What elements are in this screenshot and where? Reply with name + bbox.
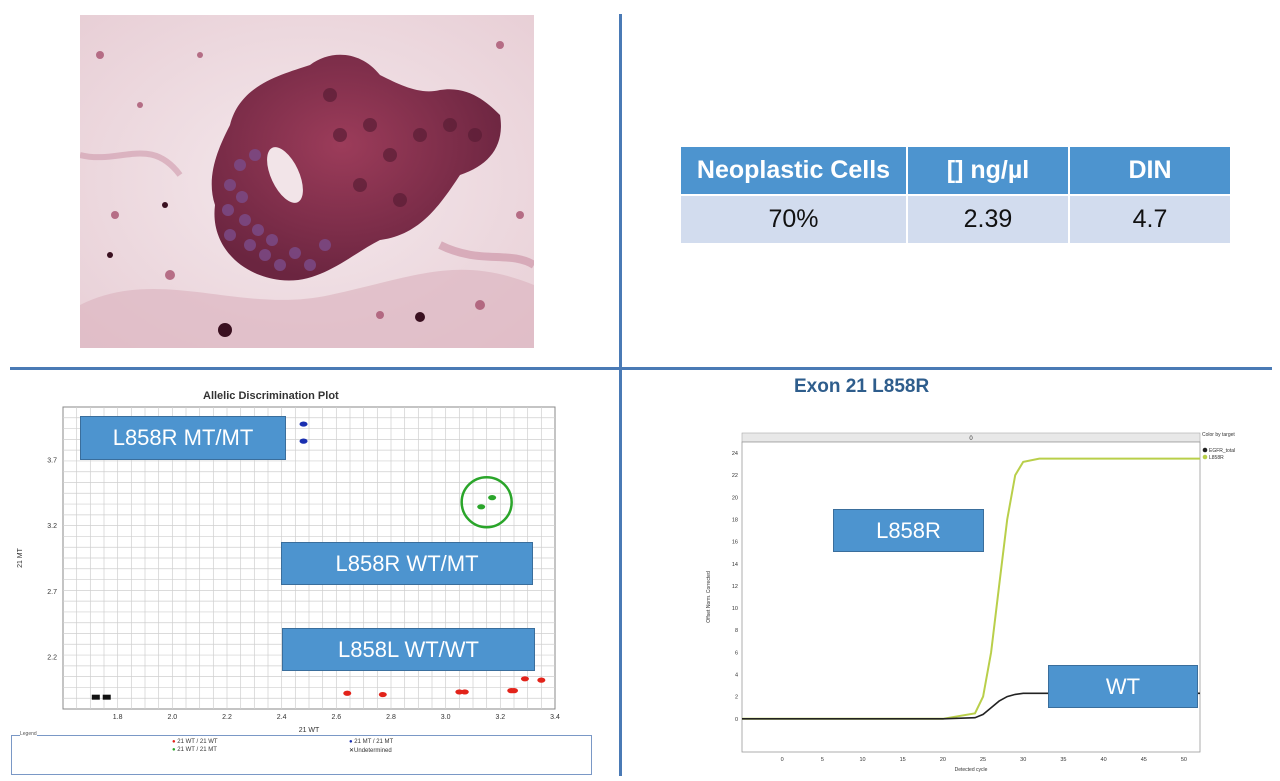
y-tick-label: 12 [732, 584, 738, 590]
x-tick-label: 20 [940, 757, 946, 763]
y-tick-label: 2.7 [47, 589, 57, 596]
x-tick-label: 2.6 [331, 714, 341, 721]
legend-dot-icon [1202, 454, 1208, 460]
y-tick-label: 22 [732, 473, 738, 479]
x-axis-label: 21 WT [299, 727, 320, 734]
x-tick-label: 25 [980, 757, 986, 763]
x-tick-label: 5 [821, 757, 824, 763]
x-tick-label: 2.2 [222, 714, 232, 721]
legend-item-mt-mt: ● 21 MT / 21 MT [349, 739, 394, 745]
x-tick-label: 2.8 [386, 714, 396, 721]
data-point [455, 689, 464, 695]
table-row: 70% 2.39 4.7 [681, 194, 1230, 243]
amplification-plot: 00 5 10 15 20 25 30 35 40 45 500246810121416182022… [706, 432, 1235, 773]
x-tick-label: 45 [1141, 757, 1147, 763]
x-tick-label: 3.4 [550, 714, 560, 721]
callout-wt-wt: L858L WT/WT [282, 628, 535, 671]
plot-header-label: 0 [969, 436, 973, 442]
legend-dot-icon: ● [172, 739, 176, 745]
series-line-egfr-total [742, 692, 1200, 720]
y-tick-label: 3.2 [47, 523, 57, 530]
vertical-divider [619, 14, 622, 776]
data-point [510, 688, 518, 694]
y-tick-label: 14 [732, 562, 738, 568]
x-tick-label: 35 [1060, 757, 1066, 763]
y-tick-label: 10 [732, 606, 738, 612]
legend-label: L858R [1209, 455, 1224, 461]
data-point [537, 677, 546, 683]
y-tick-label: 2.2 [47, 654, 57, 661]
header-concentration: [] ng/µl [907, 147, 1070, 195]
amp-plot-title: Exon 21 L858R [794, 376, 930, 397]
data-point [299, 438, 308, 444]
callout-wt-mt: L858R WT/MT [281, 542, 533, 585]
y-tick-label: 24 [732, 451, 738, 457]
sample-stats-table: Neoplastic Cells [] ng/µl DIN 70% 2.39 4… [681, 147, 1230, 243]
x-tick-label: 1.8 [113, 714, 123, 721]
y-tick-label: 16 [732, 540, 738, 546]
legend-dot-icon [1202, 447, 1208, 453]
callout-wt: WT [1048, 665, 1198, 708]
y-tick-label: 6 [735, 650, 738, 656]
x-tick-label: 50 [1181, 757, 1187, 763]
cytology-micrograph [80, 15, 534, 348]
horizontal-divider [10, 367, 1272, 370]
y-tick-label: 3.7 [47, 458, 57, 465]
data-point [299, 421, 308, 427]
x-axis-label: Detected cycle [955, 767, 988, 773]
table-header-row: Neoplastic Cells [] ng/µl DIN [681, 147, 1230, 195]
highlight-circle [460, 475, 513, 529]
legend-item-wt-mt: ● 21 WT / 21 MT [172, 747, 217, 753]
y-tick-label: 20 [732, 495, 738, 501]
data-point [520, 676, 529, 682]
data-point [488, 495, 497, 501]
x-tick-label: 40 [1101, 757, 1107, 763]
data-point [460, 689, 469, 695]
y-axis-label: 21 MT [17, 547, 24, 568]
data-point [343, 690, 352, 696]
x-tick-label: 15 [900, 757, 906, 763]
legend-label: EGFR_total [1209, 448, 1235, 454]
x-tick-label: 3.2 [495, 714, 505, 721]
series-line-l858r [742, 457, 1200, 720]
callout-l858r: L858R [833, 509, 984, 552]
x-tick-label: 2.0 [167, 714, 177, 721]
header-din: DIN [1069, 147, 1230, 195]
x-tick-label: 2.4 [277, 714, 287, 721]
y-tick-label: 0 [735, 717, 738, 723]
x-tick-label: 3.0 [441, 714, 451, 721]
value-neoplastic-cells: 70% [681, 194, 908, 243]
x-tick-label: 30 [1020, 757, 1026, 763]
header-neoplastic-cells: Neoplastic Cells [681, 147, 908, 195]
data-point [477, 504, 486, 510]
x-tick-label: 10 [859, 757, 865, 763]
y-tick-label: 4 [735, 673, 738, 679]
legend-dot-icon: ● [172, 747, 176, 753]
legend-dot-icon: ● [349, 739, 353, 745]
allelic-legend: Legend ● 21 WT / 21 WT ● 21 WT / 21 MT ●… [11, 731, 592, 775]
y-tick-label: 18 [732, 518, 738, 524]
legend-item-wt-wt: ● 21 WT / 21 WT [172, 739, 218, 745]
y-tick-label: 2 [735, 695, 738, 701]
y-axis-label: Offset Norm. Corrected [706, 571, 712, 623]
data-point [91, 694, 100, 700]
x-tick-label: 0 [781, 757, 784, 763]
legend-item-undetermined: ✕Undetermined [349, 748, 392, 754]
legend-title: Legend [20, 731, 37, 737]
legend-title: Color by target [1202, 432, 1235, 438]
value-concentration: 2.39 [907, 194, 1070, 243]
legend-x-icon: ✕ [349, 748, 355, 754]
y-tick-label: 8 [735, 628, 738, 634]
data-point [378, 691, 387, 698]
allelic-plot-title: Allelic Discrimination Plot [203, 390, 339, 402]
data-point [102, 694, 111, 700]
value-din: 4.7 [1069, 194, 1230, 243]
callout-mt-mt: L858R MT/MT [80, 416, 286, 460]
